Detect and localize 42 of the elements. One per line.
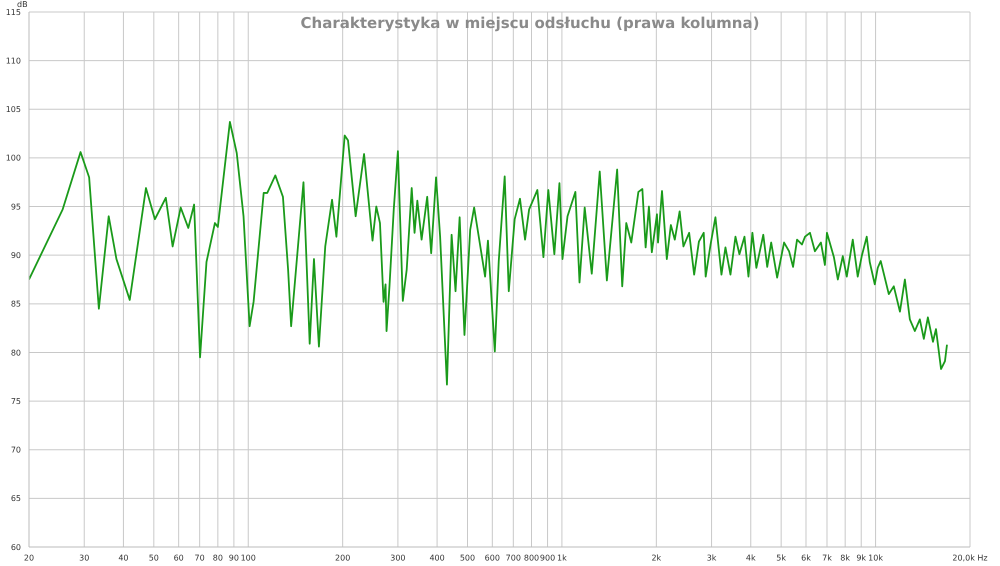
y-tick-label: 75	[10, 396, 21, 406]
x-tick-label: 7k	[822, 554, 832, 563]
x-tick-label: 1k	[557, 554, 568, 563]
x-tick-label: 70	[194, 554, 205, 563]
x-tick-label: 5k	[776, 554, 786, 563]
x-tick-label: 60	[174, 554, 184, 563]
y-tick-label: 85	[10, 300, 21, 309]
x-tick-label: 2k	[651, 554, 662, 563]
x-tick-label: 200	[335, 554, 350, 563]
x-tick-label: 3k	[706, 554, 717, 563]
x-tick-label: 800	[524, 554, 540, 563]
y-tick-label: 115	[6, 8, 21, 17]
y-tick-label: 95	[10, 202, 21, 212]
x-tick-label: 8k	[840, 554, 850, 563]
y-tick-label: 80	[10, 348, 21, 358]
x-tick-label: 6k	[801, 554, 812, 563]
x-tick-label: 600	[484, 554, 500, 563]
x-tick-label: 90	[228, 554, 239, 563]
x-tick-label: 9k	[856, 554, 866, 563]
y-axis-title: dB	[17, 0, 28, 9]
x-tick-label: 20,0k Hz	[952, 554, 988, 563]
x-tick-label: 4k	[746, 554, 756, 563]
x-tick-label: 20	[24, 554, 34, 563]
x-tick-label: 400	[429, 554, 445, 563]
x-tick-label: 900	[540, 554, 556, 563]
y-tick-label: 90	[10, 251, 21, 260]
x-tick-label: 10k	[868, 554, 884, 563]
x-tick-label: 30	[79, 554, 90, 563]
x-tick-label: 40	[118, 554, 129, 563]
chart-title: Charakterystyka w miejscu odsłuchu (prawa kolumna)	[300, 14, 760, 32]
x-tick-label: 50	[148, 554, 159, 563]
y-tick-label: 65	[10, 494, 21, 504]
y-tick-label: 105	[6, 105, 21, 114]
y-tick-label: 110	[6, 56, 21, 66]
x-tick-label: 100	[240, 554, 256, 563]
y-tick-label: 60	[10, 542, 21, 552]
y-tick-label: 100	[6, 154, 21, 163]
x-tick-label: 500	[460, 554, 476, 563]
x-tick-label: 700	[506, 554, 521, 563]
x-tick-label: 80	[212, 554, 223, 563]
y-tick-label: 70	[10, 446, 21, 455]
x-tick-label: 300	[390, 554, 406, 563]
